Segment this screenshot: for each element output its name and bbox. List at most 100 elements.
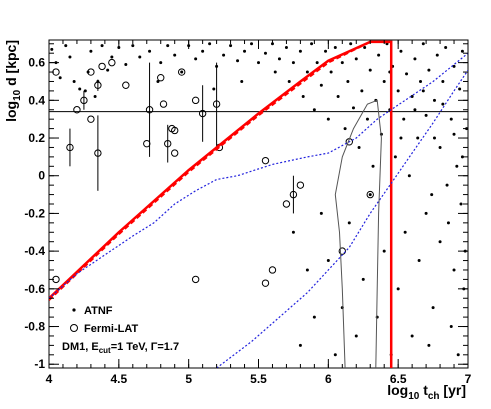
atnf-point bbox=[64, 44, 68, 48]
y-axis-label: log10 d [kpc] bbox=[3, 40, 23, 122]
legend: ATNF Fermi-LAT DM1, Ecut=1 TeV, Γ=1.7 bbox=[62, 305, 179, 355]
fermi-point bbox=[87, 115, 95, 123]
fermi-point bbox=[261, 156, 270, 165]
atnf-point bbox=[89, 49, 93, 53]
atnf-point bbox=[333, 353, 337, 357]
atnf-point bbox=[421, 89, 425, 93]
atnf-point bbox=[441, 102, 445, 106]
atnf-point bbox=[333, 46, 337, 50]
atnf-point bbox=[50, 47, 54, 51]
fermi-point bbox=[366, 190, 374, 199]
atnf-point bbox=[349, 42, 353, 46]
fermi-point bbox=[94, 81, 102, 89]
legend-fermi-label: Fermi-LAT bbox=[84, 323, 138, 335]
fermi-point bbox=[171, 126, 179, 135]
atnf-point bbox=[399, 136, 403, 140]
atnf-point bbox=[243, 49, 247, 53]
atnf-point bbox=[263, 51, 267, 55]
y-tick-label: -0.4 bbox=[24, 244, 45, 258]
fermi-point bbox=[268, 266, 277, 274]
x-axis-label-part: [yr] bbox=[440, 382, 466, 398]
atnf-point bbox=[456, 353, 460, 357]
atnf-point bbox=[357, 145, 361, 149]
atnf-point bbox=[438, 145, 442, 149]
x-axis-label-part: ch bbox=[428, 391, 440, 402]
atnf-point bbox=[273, 70, 277, 74]
x-axis-label-part: 10 bbox=[408, 391, 420, 402]
fermi-point bbox=[191, 275, 200, 284]
atnf-point bbox=[319, 83, 323, 87]
atnf-point bbox=[360, 89, 364, 93]
atnf-point bbox=[382, 249, 386, 253]
atnf-point bbox=[138, 55, 142, 59]
atnf-point bbox=[403, 230, 407, 234]
atnf-point bbox=[459, 202, 463, 206]
atnf-point bbox=[93, 95, 97, 99]
atnf-point bbox=[361, 277, 365, 281]
atnf-point bbox=[396, 89, 400, 93]
atnf-point bbox=[212, 87, 216, 91]
atnf-point bbox=[336, 95, 340, 99]
atnf-point bbox=[326, 259, 330, 263]
atnf-point bbox=[110, 55, 114, 59]
atnf-point bbox=[354, 57, 358, 61]
x-tick-label: 7 bbox=[465, 372, 472, 386]
fermi-point bbox=[108, 58, 116, 67]
atnf-point bbox=[277, 57, 281, 61]
atnf-point bbox=[432, 136, 436, 140]
atnf-point bbox=[460, 49, 464, 53]
atnf-point bbox=[124, 63, 128, 67]
legend-dm-part: =1 TeV, Γ=1.7 bbox=[111, 341, 179, 353]
atnf-point bbox=[424, 113, 428, 117]
atnf-point bbox=[413, 57, 417, 61]
fermi-point bbox=[157, 74, 165, 82]
atnf-point bbox=[402, 117, 406, 121]
plot-frame bbox=[48, 39, 469, 369]
atnf-point bbox=[455, 164, 459, 168]
fermi-point bbox=[87, 68, 95, 76]
x-tick-label: 5 bbox=[185, 372, 192, 386]
atnf-point bbox=[208, 42, 212, 46]
atnf-point bbox=[201, 49, 205, 53]
atnf-point bbox=[250, 42, 254, 46]
atnf-point bbox=[377, 53, 381, 57]
fermi-point bbox=[94, 149, 102, 157]
x-tick-label: 6 bbox=[325, 372, 332, 386]
fermi-point bbox=[80, 96, 88, 105]
atnf-point bbox=[291, 230, 295, 234]
atnf-point bbox=[301, 95, 305, 99]
atnf-point bbox=[315, 61, 319, 65]
y-tick-label: -0.2 bbox=[24, 206, 45, 220]
atnf-point bbox=[78, 87, 82, 91]
atnf-point bbox=[347, 221, 351, 225]
atnf-point bbox=[452, 268, 456, 272]
atnf-point bbox=[365, 117, 369, 121]
fermi-point bbox=[282, 200, 291, 208]
curve-red-solid bbox=[49, 40, 393, 368]
atnf-point bbox=[68, 55, 72, 59]
atnf-point bbox=[298, 343, 302, 347]
curve-grey-contour bbox=[334, 99, 382, 368]
atnf-point bbox=[419, 79, 423, 83]
atnf-point bbox=[305, 268, 309, 272]
y-tick-label: 0.2 bbox=[28, 131, 45, 145]
x-axis-label: log10 tch [yr] bbox=[387, 382, 466, 402]
atnf-point bbox=[166, 44, 170, 48]
atnf-point bbox=[393, 155, 397, 159]
y-tick-label: 0.4 bbox=[28, 93, 45, 107]
y-axis-label-part: log bbox=[3, 101, 19, 122]
atnf-point bbox=[159, 61, 163, 65]
atnf-point bbox=[340, 61, 344, 65]
fermi-point bbox=[261, 279, 270, 287]
atnf-point bbox=[445, 183, 449, 187]
curve-red-dashed bbox=[49, 41, 371, 301]
atnf-point bbox=[194, 57, 198, 61]
legend-fermi-marker bbox=[70, 324, 78, 332]
atnf-point bbox=[427, 68, 431, 72]
x-tick-label: 4 bbox=[46, 372, 53, 386]
atnf-point bbox=[407, 174, 411, 178]
fermi-point bbox=[171, 149, 179, 157]
atnf-point bbox=[324, 49, 328, 53]
atnf-point bbox=[229, 44, 233, 48]
y-tick-label: 0.6 bbox=[28, 56, 45, 70]
